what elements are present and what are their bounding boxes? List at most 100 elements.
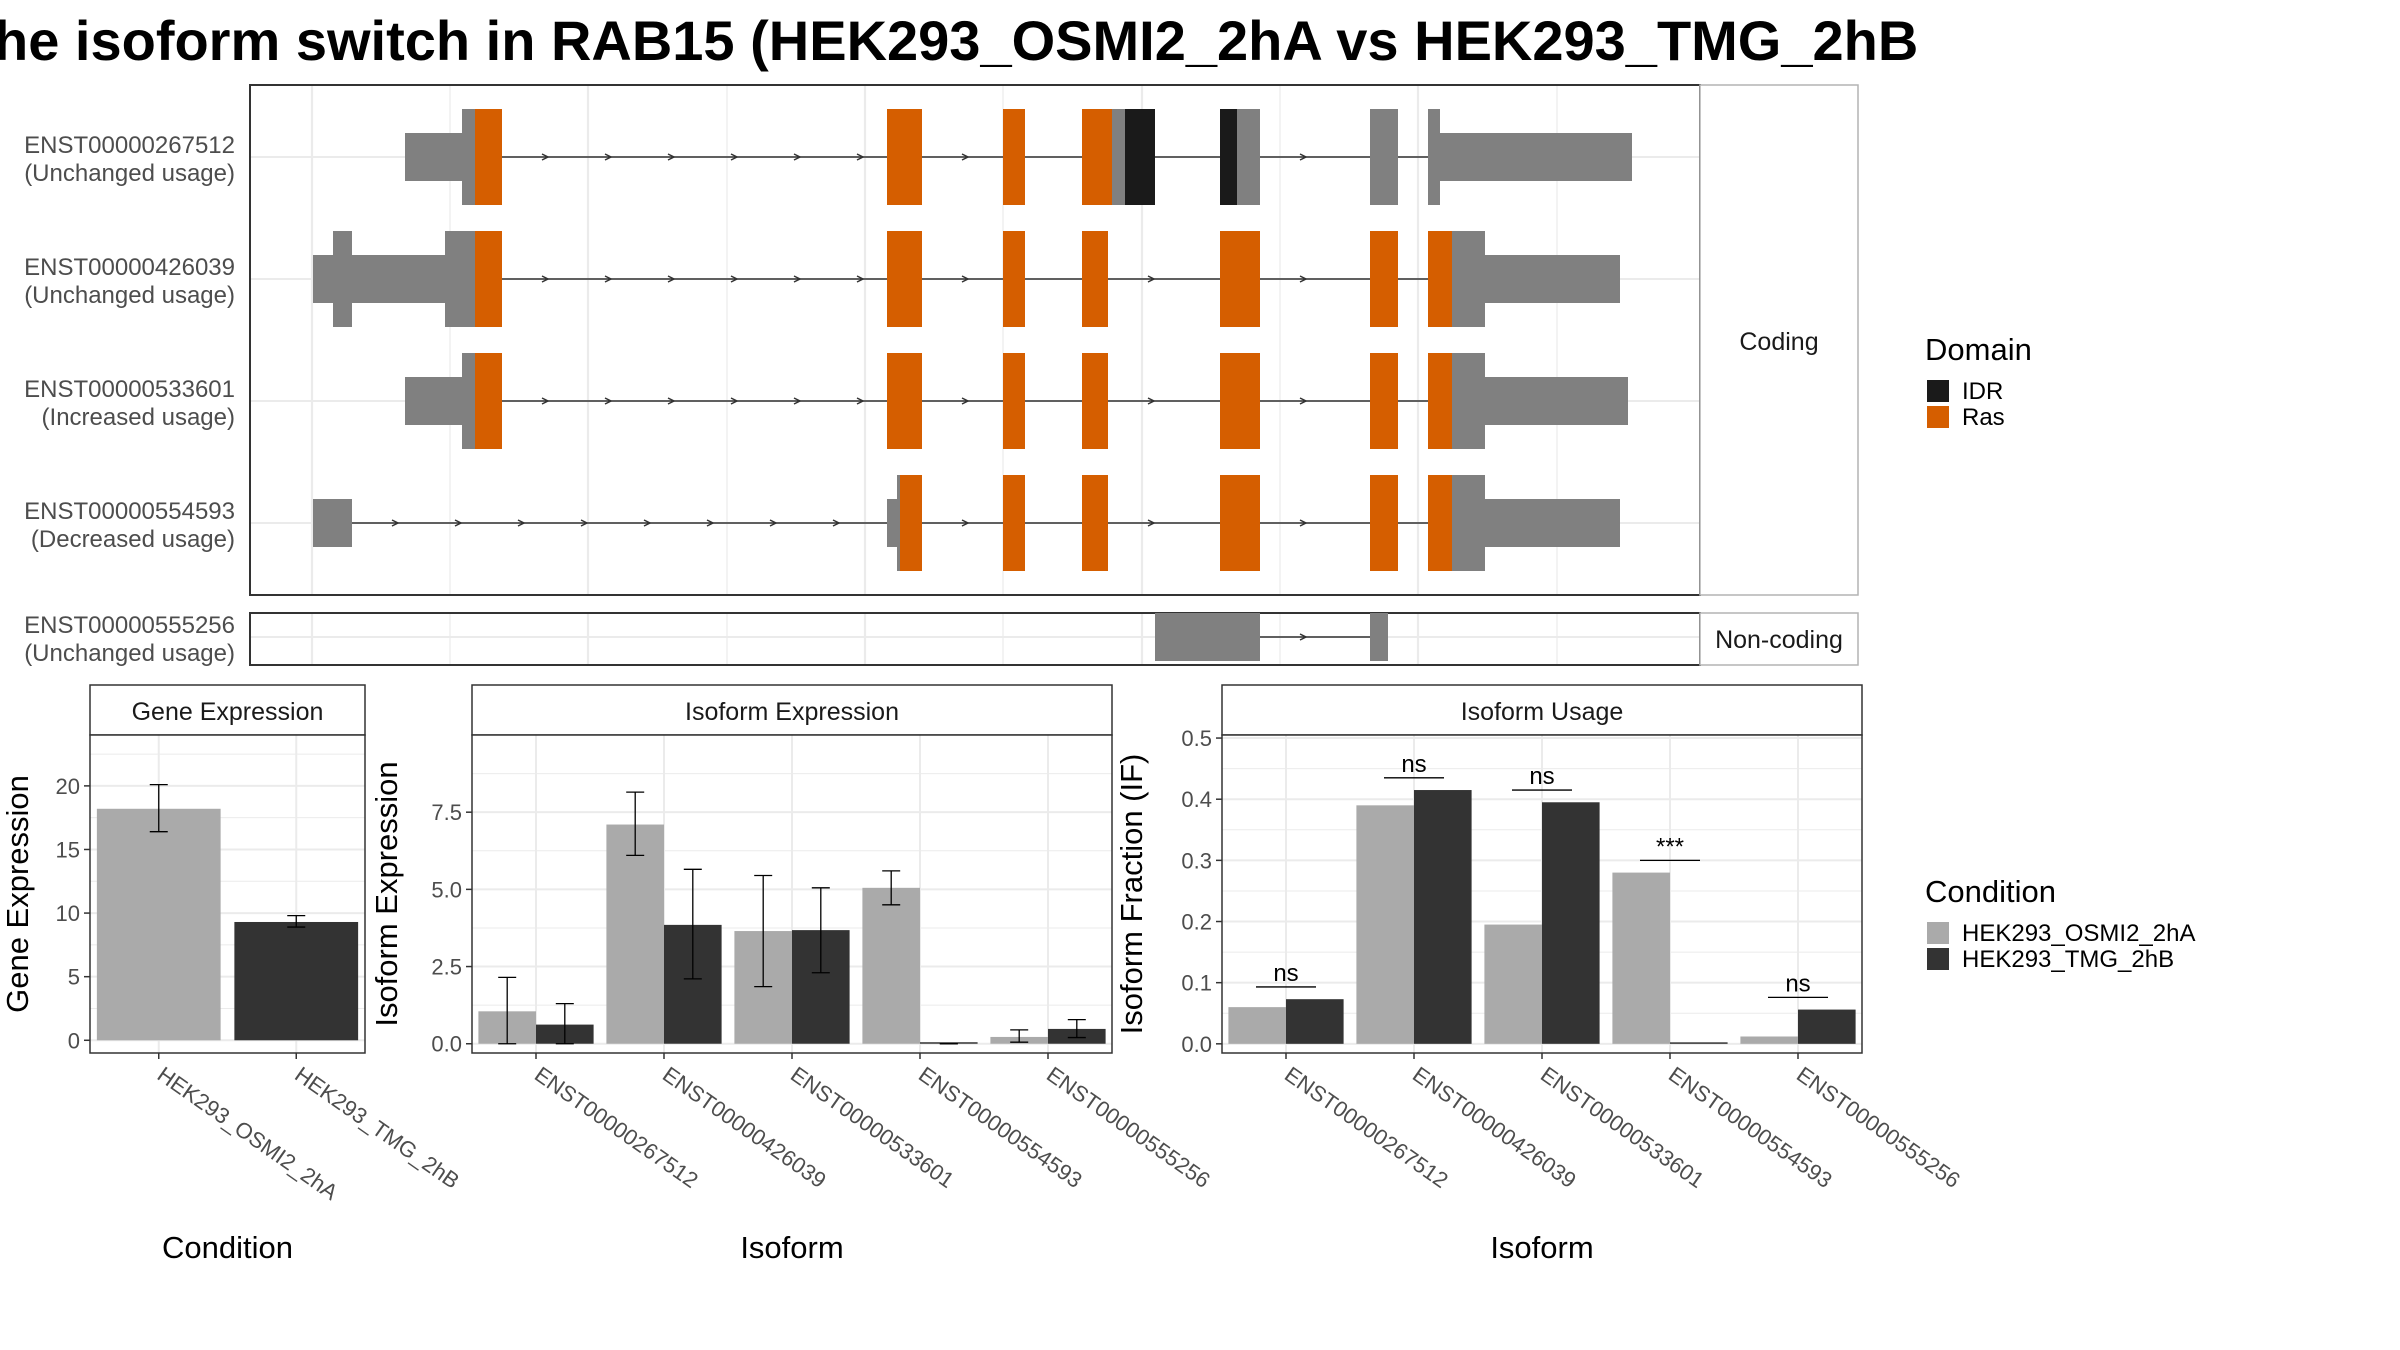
utr-exon [1485, 499, 1620, 547]
data-bar [1356, 805, 1414, 1044]
intron-arrow [604, 275, 613, 283]
y-tick-label: 5.0 [431, 877, 462, 902]
idr-domain-exon [1220, 109, 1237, 205]
chart-strip [471, 684, 1113, 736]
ras-domain-exon [1082, 109, 1112, 205]
utr-exon [1440, 133, 1632, 181]
ras-domain-exon [1082, 353, 1108, 449]
y-tick-label: 10 [56, 901, 80, 926]
intron-arrow [856, 153, 865, 161]
ras-domain-exon [1428, 231, 1452, 327]
intron-arrow [1299, 397, 1308, 405]
domain-legend-key [1927, 406, 1949, 428]
condition-legend-label: HEK293_TMG_2hB [1962, 946, 2174, 973]
ras-domain-exon [1003, 353, 1025, 449]
coding-strip [1699, 84, 1859, 596]
utr-exon [405, 377, 462, 425]
utr-exon [1155, 613, 1260, 661]
noncoding-strip-label: Non-coding [1715, 626, 1843, 654]
utr-exon [1452, 353, 1485, 449]
intron-arrow [832, 519, 841, 527]
utr-exon [1370, 613, 1388, 661]
utr-exon [1370, 109, 1398, 205]
transcript-structure-panel: CodingNon-codingENST00000267512(Unchange… [24, 84, 1859, 667]
noncoding-panel [249, 612, 1701, 666]
transcript-status-label: (Decreased usage) [31, 526, 235, 553]
intron-arrow [667, 153, 676, 161]
chart-strip-title: Isoform Usage [1461, 698, 1624, 726]
transcript-id-label: ENST00000426039 [24, 254, 235, 281]
ras-domain-exon [1082, 475, 1108, 571]
chart-panel-2: Isoform Expression0.02.55.07.5ENST000002… [369, 684, 1215, 1265]
utr-exon [352, 255, 445, 303]
data-bar [920, 1042, 978, 1044]
y-tick-label: 2.5 [431, 955, 462, 980]
noncoding-strip [1699, 612, 1859, 666]
y-axis-title: Isoform Expression [369, 761, 404, 1026]
utr-exon [1428, 109, 1440, 205]
condition-legend-key [1927, 948, 1949, 970]
y-tick-label: 5 [68, 965, 80, 990]
y-tick-label: 0.0 [431, 1032, 462, 1057]
intron-arrow [517, 519, 526, 527]
condition-legend-title: Condition [1925, 874, 2056, 909]
utr-exon [1485, 377, 1628, 425]
intron-arrow [454, 519, 463, 527]
utr-exon [333, 231, 352, 327]
intron-arrow [793, 153, 802, 161]
y-tick-label: 15 [56, 837, 80, 862]
data-bar [1542, 802, 1600, 1044]
data-bar [606, 824, 664, 1044]
intron-arrow [793, 275, 802, 283]
ras-domain-exon [1370, 353, 1398, 449]
utr-exon [1452, 231, 1485, 327]
ras-domain-exon [887, 231, 922, 327]
coding-strip-label: Coding [1739, 328, 1818, 356]
significance-label: ns [1529, 763, 1554, 790]
significance-label: ns [1273, 960, 1298, 987]
x-axis-title: Isoform [1490, 1230, 1593, 1265]
domain-legend-title: Domain [1925, 332, 2032, 367]
data-bar [1484, 924, 1542, 1044]
data-bar [234, 921, 359, 1041]
intron-arrow [541, 397, 550, 405]
chart-panel-3: Isoform Usage 0.0 0.1 0.2 0.3 0.4 0.5 ns ns ns ***… [1114, 684, 1965, 1265]
utr-exon [897, 475, 900, 571]
intron-arrow [541, 153, 550, 161]
transcript-id-label: ENST00000554593 [24, 498, 235, 525]
utr-exon [462, 353, 475, 449]
ras-domain-exon [1082, 231, 1108, 327]
y-axis-title: Gene Expression [0, 775, 35, 1013]
utr-exon [887, 499, 897, 547]
utr-exon [405, 133, 462, 181]
transcript-status-label: (Unchanged usage) [24, 160, 235, 187]
intron-arrow [961, 397, 970, 405]
data-bar [1228, 1007, 1286, 1044]
intron-arrow [856, 275, 865, 283]
significance-label: *** [1656, 833, 1684, 860]
intron-arrow [667, 275, 676, 283]
intron-arrow [730, 153, 739, 161]
ras-domain-exon [887, 353, 922, 449]
ras-domain-exon [1220, 231, 1260, 327]
domain-legend-label: Ras [1962, 404, 2005, 431]
domain-legend-key [1927, 380, 1949, 402]
y-tick-label: 0.0 [1181, 1032, 1212, 1057]
intron-arrow [541, 275, 550, 283]
utr-exon [313, 499, 352, 547]
domain-legend-label: IDR [1962, 378, 2003, 405]
intron-arrow [856, 397, 865, 405]
x-axis-title: Condition [162, 1230, 293, 1265]
data-bar [1414, 790, 1472, 1044]
ras-domain-exon [1370, 475, 1398, 571]
ras-domain-exon [900, 475, 922, 571]
significance-label: ns [1401, 751, 1426, 778]
transcript-status-label: (Unchanged usage) [24, 282, 235, 309]
data-bar [1798, 1009, 1856, 1044]
intron-arrow [604, 153, 613, 161]
intron-arrow [1299, 519, 1308, 527]
ras-domain-exon [1370, 231, 1398, 327]
intron-arrow [769, 519, 778, 527]
intron-arrow [706, 519, 715, 527]
